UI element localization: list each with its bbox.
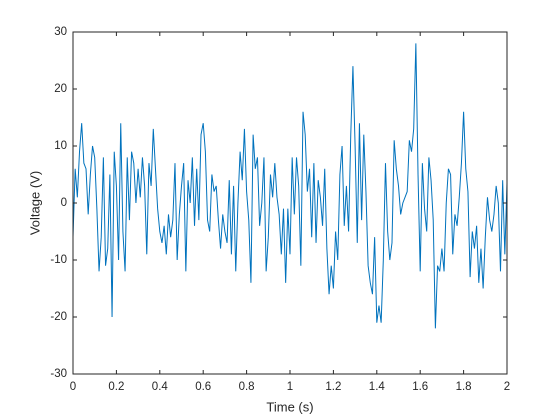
y-tick-label: 30 [54, 26, 67, 38]
x-tick-label: 1.8 [456, 381, 472, 393]
y-axis-label: Voltage (V) [27, 171, 42, 235]
y-tick-label: -10 [50, 254, 67, 266]
y-tick-label: 20 [54, 83, 67, 95]
y-tick-label: -20 [50, 311, 67, 323]
x-tick-label: 0.8 [239, 381, 255, 393]
x-tick-label: 0.2 [108, 381, 124, 393]
x-tick-label: 1.6 [412, 381, 428, 393]
x-tick-label: 1 [287, 381, 293, 393]
y-tick-label: -30 [50, 368, 67, 380]
x-tick-label: 1.2 [325, 381, 341, 393]
x-tick-label: 0.6 [195, 381, 211, 393]
x-tick-label: 2 [504, 381, 510, 393]
x-tick-label: 1.4 [369, 381, 386, 393]
y-tick-label: 10 [54, 140, 67, 152]
x-tick-label: 0.4 [152, 381, 169, 393]
x-tick-label: 0 [70, 381, 76, 393]
x-axis-label: Time (s) [266, 399, 313, 414]
y-tick-label: 0 [61, 197, 67, 209]
data-line [72, 43, 508, 329]
